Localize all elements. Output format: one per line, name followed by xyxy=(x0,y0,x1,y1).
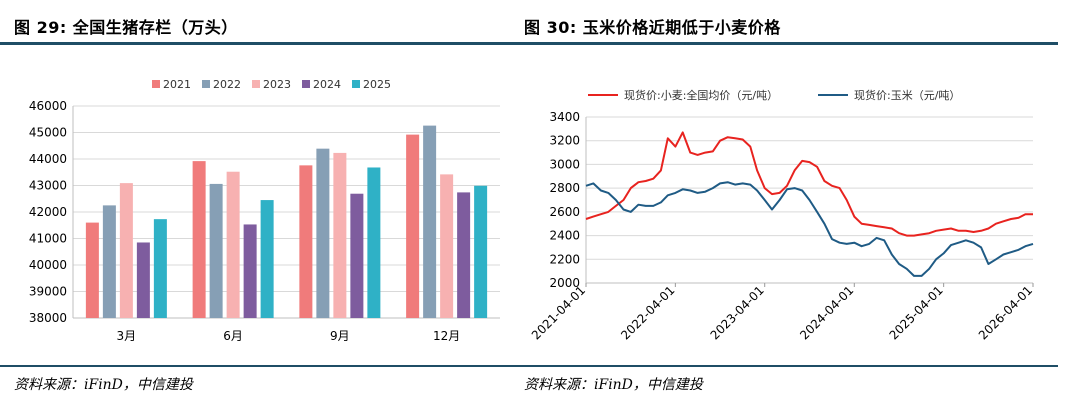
x-tick-label: 2023-04-01 xyxy=(708,283,767,342)
x-tick-label: 2022-04-01 xyxy=(618,283,677,342)
left-figure-title: 图 29: 全国生猪存栏（万头） xyxy=(14,18,238,37)
bar-2023-4 xyxy=(440,174,454,318)
bar-2021-2 xyxy=(192,161,206,318)
left-bar-chart: 38000 39000 40000 41000 42000 43000 44000 45000… xyxy=(29,78,500,343)
x-tick-label: 2021-04-01 xyxy=(529,283,588,342)
y-tick-label: 2800 xyxy=(549,181,580,195)
x-tick-label: 2026-04-01 xyxy=(976,283,1035,342)
left-bottom-rule xyxy=(0,365,520,367)
bar-2021-1 xyxy=(85,222,99,318)
legend-label-2024: 2024 xyxy=(313,78,341,91)
bar-2024-1 xyxy=(136,242,150,318)
bar-2023-1 xyxy=(119,183,133,318)
y-tick-label: 40000 xyxy=(29,258,67,272)
x-category-label: 3月 xyxy=(117,329,137,343)
left-panel: 图 29: 全国生猪存栏（万头） 38000 39000 40000 41000 420… xyxy=(0,0,530,407)
legend-label-2023: 2023 xyxy=(263,78,291,91)
legend-label-2025: 2025 xyxy=(363,78,391,91)
bar-2023-2 xyxy=(226,171,240,318)
corn-price-line xyxy=(585,181,1034,277)
right-top-rule xyxy=(518,42,1058,45)
bar-2025-3 xyxy=(367,167,381,318)
y-tick-label: 3200 xyxy=(549,134,580,148)
right-bottom-rule xyxy=(518,365,1058,367)
bar-2021-4 xyxy=(406,134,420,318)
legend-label-2: 现货价:玉米（元/吨） xyxy=(854,88,960,102)
right-panel: 图 30: 玉米价格近期低于小麦价格 2000 2200 2400 2600 2800 3… xyxy=(518,0,1058,407)
x-category-label: 12月 xyxy=(433,329,460,343)
legend-label-1: 现货价:小麦:全国均价（元/吨） xyxy=(624,88,778,102)
legend-label-2022: 2022 xyxy=(213,78,241,91)
x-tick-label: 2024-04-01 xyxy=(797,283,856,342)
left-source-note: 资料来源：iFinD，中信建投 xyxy=(14,377,193,393)
bar-2023-3 xyxy=(333,152,347,318)
legend-swatch-2022 xyxy=(202,80,210,88)
y-tick-label: 45000 xyxy=(29,126,67,140)
y-tick-label: 39000 xyxy=(29,285,67,299)
bar-2024-2 xyxy=(243,224,257,318)
legend-swatch-2023 xyxy=(252,80,260,88)
y-tick-label: 2400 xyxy=(549,229,580,243)
y-tick-label: 2200 xyxy=(549,252,580,266)
y-tick-label: 42000 xyxy=(29,205,67,219)
right-source-note: 资料来源：iFinD，中信建投 xyxy=(524,377,703,393)
y-tick-label: 41000 xyxy=(29,232,67,246)
y-tick-label: 2000 xyxy=(549,276,580,290)
bar-2022-3 xyxy=(316,148,330,318)
legend-swatch-2025 xyxy=(352,80,360,88)
y-tick-label: 43000 xyxy=(29,179,67,193)
bar-2025-2 xyxy=(260,200,274,318)
y-tick-label: 3400 xyxy=(549,110,580,124)
y-tick-label: 2600 xyxy=(549,205,580,219)
bar-2025-1 xyxy=(153,219,167,318)
wheat-price-line xyxy=(585,131,1033,237)
right-line-chart: 2000 2200 2400 2600 2800 3000 3200 3400 2021-04-… xyxy=(529,88,1035,342)
bar-2024-3 xyxy=(350,193,364,318)
x-category-label: 6月 xyxy=(223,329,243,343)
y-tick-label: 44000 xyxy=(29,152,67,166)
x-category-label: 9月 xyxy=(330,329,350,343)
y-tick-label: 38000 xyxy=(29,311,67,325)
right-figure-title: 图 30: 玉米价格近期低于小麦价格 xyxy=(524,18,781,37)
bar-2022-2 xyxy=(209,183,223,318)
bar-2021-3 xyxy=(299,165,313,318)
legend-swatch-2024 xyxy=(302,80,310,88)
legend-swatch-2021 xyxy=(152,80,160,88)
bar-2022-1 xyxy=(102,205,116,318)
bar-2022-4 xyxy=(423,125,437,318)
y-tick-label: 46000 xyxy=(29,99,67,113)
y-tick-label: 3000 xyxy=(549,157,580,171)
x-tick-label: 2025-04-01 xyxy=(887,283,946,342)
legend-label-2021: 2021 xyxy=(163,78,191,91)
bar-2024-4 xyxy=(457,192,471,318)
left-top-rule xyxy=(0,42,520,45)
bar-2025-4 xyxy=(474,185,488,318)
